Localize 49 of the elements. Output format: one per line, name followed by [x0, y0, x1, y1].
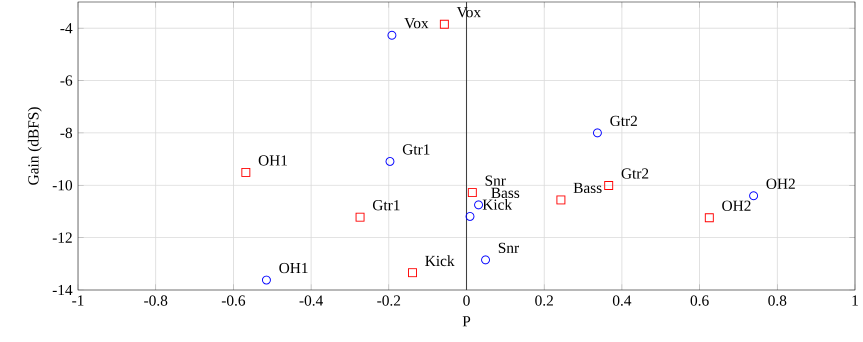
- annotation: Kick: [482, 199, 512, 210]
- x-tick-label: -1: [72, 295, 84, 306]
- x-tick-label: 1: [852, 295, 858, 306]
- y-tick-label: -12: [52, 232, 72, 243]
- annotation: Bass: [491, 188, 520, 198]
- y-tick-label: -14: [52, 284, 72, 296]
- annotation: Vox: [404, 18, 428, 28]
- x-tick-label: 0.4: [612, 295, 632, 306]
- point: [556, 195, 566, 204]
- point: [468, 188, 477, 198]
- point: [749, 191, 758, 200]
- point: [481, 255, 490, 264]
- x-tick-label: -0.6: [222, 295, 246, 306]
- x-tick-label: 0.8: [768, 295, 786, 306]
- point: [466, 212, 474, 221]
- annotation: Bass: [574, 182, 602, 194]
- annotation: Gtr1: [402, 144, 430, 155]
- annotation: OH1: [258, 155, 287, 166]
- y-tick-label: -10: [52, 180, 72, 190]
- annotation: Snr: [486, 175, 506, 186]
- annotation: Kick: [425, 255, 455, 266]
- x-tick-label: 0: [463, 295, 470, 306]
- point: [387, 30, 396, 40]
- point: [262, 276, 271, 285]
- y-tick-label: -6: [60, 75, 72, 86]
- y-axis-title: Gain (dBFS): [28, 107, 42, 185]
- annotation: Gtr1: [372, 200, 400, 210]
- x-tick-label: 0.6: [690, 295, 709, 306]
- point: [704, 213, 714, 222]
- point: [440, 20, 449, 29]
- x-axis-title: P: [462, 316, 470, 326]
- annotation: OH1: [279, 262, 308, 274]
- x-tick-label: 0.2: [535, 295, 553, 306]
- point: [386, 156, 394, 166]
- y-tick-label: -8: [60, 128, 72, 138]
- point: [604, 181, 614, 190]
- point: [241, 168, 250, 177]
- point: [408, 268, 417, 278]
- annotation: Gtr2: [622, 168, 648, 179]
- annotation: OH2: [766, 178, 795, 189]
- annotation: Snr: [498, 242, 519, 254]
- y-tick-label: -4: [60, 23, 72, 34]
- annotation: Gtr2: [610, 116, 637, 126]
- x-tick-label: -0.2: [377, 295, 400, 306]
- x-tick-label: -0.8: [144, 295, 168, 306]
- annotation: OH2: [722, 200, 751, 211]
- point: [592, 128, 602, 138]
- point: [356, 212, 365, 222]
- x-tick-label: -0.4: [300, 295, 323, 306]
